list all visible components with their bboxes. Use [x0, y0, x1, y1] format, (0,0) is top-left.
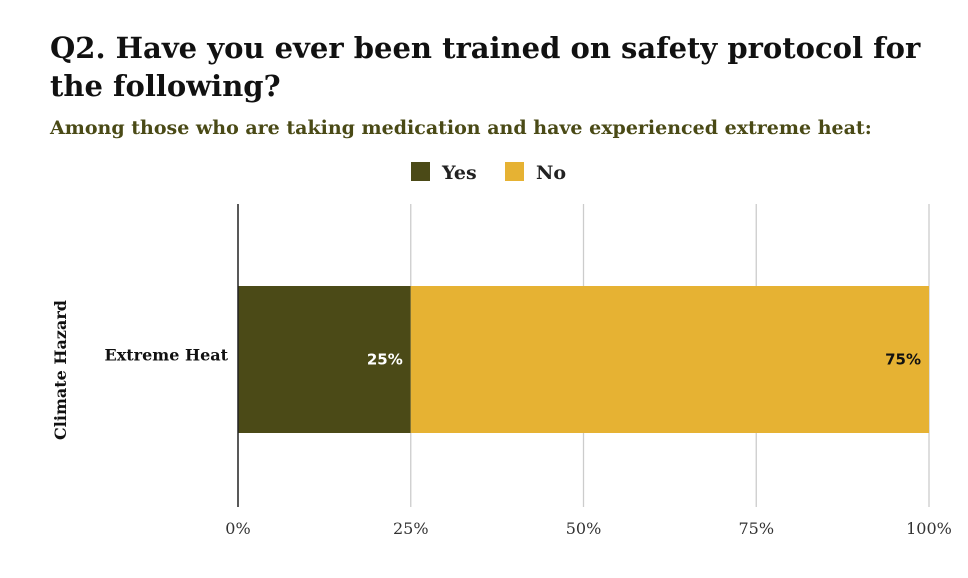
category-labels: Extreme Heat: [105, 346, 229, 365]
chart-title-line-1: Q2. Have you ever been trained on safety…: [50, 31, 921, 65]
category-label: Extreme Heat: [105, 346, 229, 365]
legend-label-yes: Yes: [441, 162, 477, 184]
x-tick-label: 100%: [906, 519, 952, 538]
data-labels: 25% 75%: [367, 351, 921, 369]
bar-segment-no: [410, 286, 929, 433]
bars: [238, 286, 929, 433]
data-label-yes: 25%: [367, 351, 403, 369]
x-tick-labels: 0% 25% 50% 75% 100%: [225, 519, 952, 538]
x-tick-label: 75%: [738, 519, 774, 538]
chart-subtitle: Among those who are taking medication an…: [49, 117, 872, 139]
legend-label-no: No: [536, 162, 566, 184]
legend: Yes No: [411, 162, 566, 184]
data-label-no: 75%: [885, 351, 921, 369]
x-tick-label: 0%: [225, 519, 250, 538]
y-axis-title: Climate Hazard: [51, 300, 70, 440]
bar-segment-yes: [238, 286, 411, 433]
x-tick-label: 25%: [393, 519, 429, 538]
legend-swatch-yes: [411, 162, 430, 181]
legend-swatch-no: [505, 162, 524, 181]
chart-title-line-2: the following?: [50, 69, 281, 103]
x-tick-label: 50%: [566, 519, 602, 538]
